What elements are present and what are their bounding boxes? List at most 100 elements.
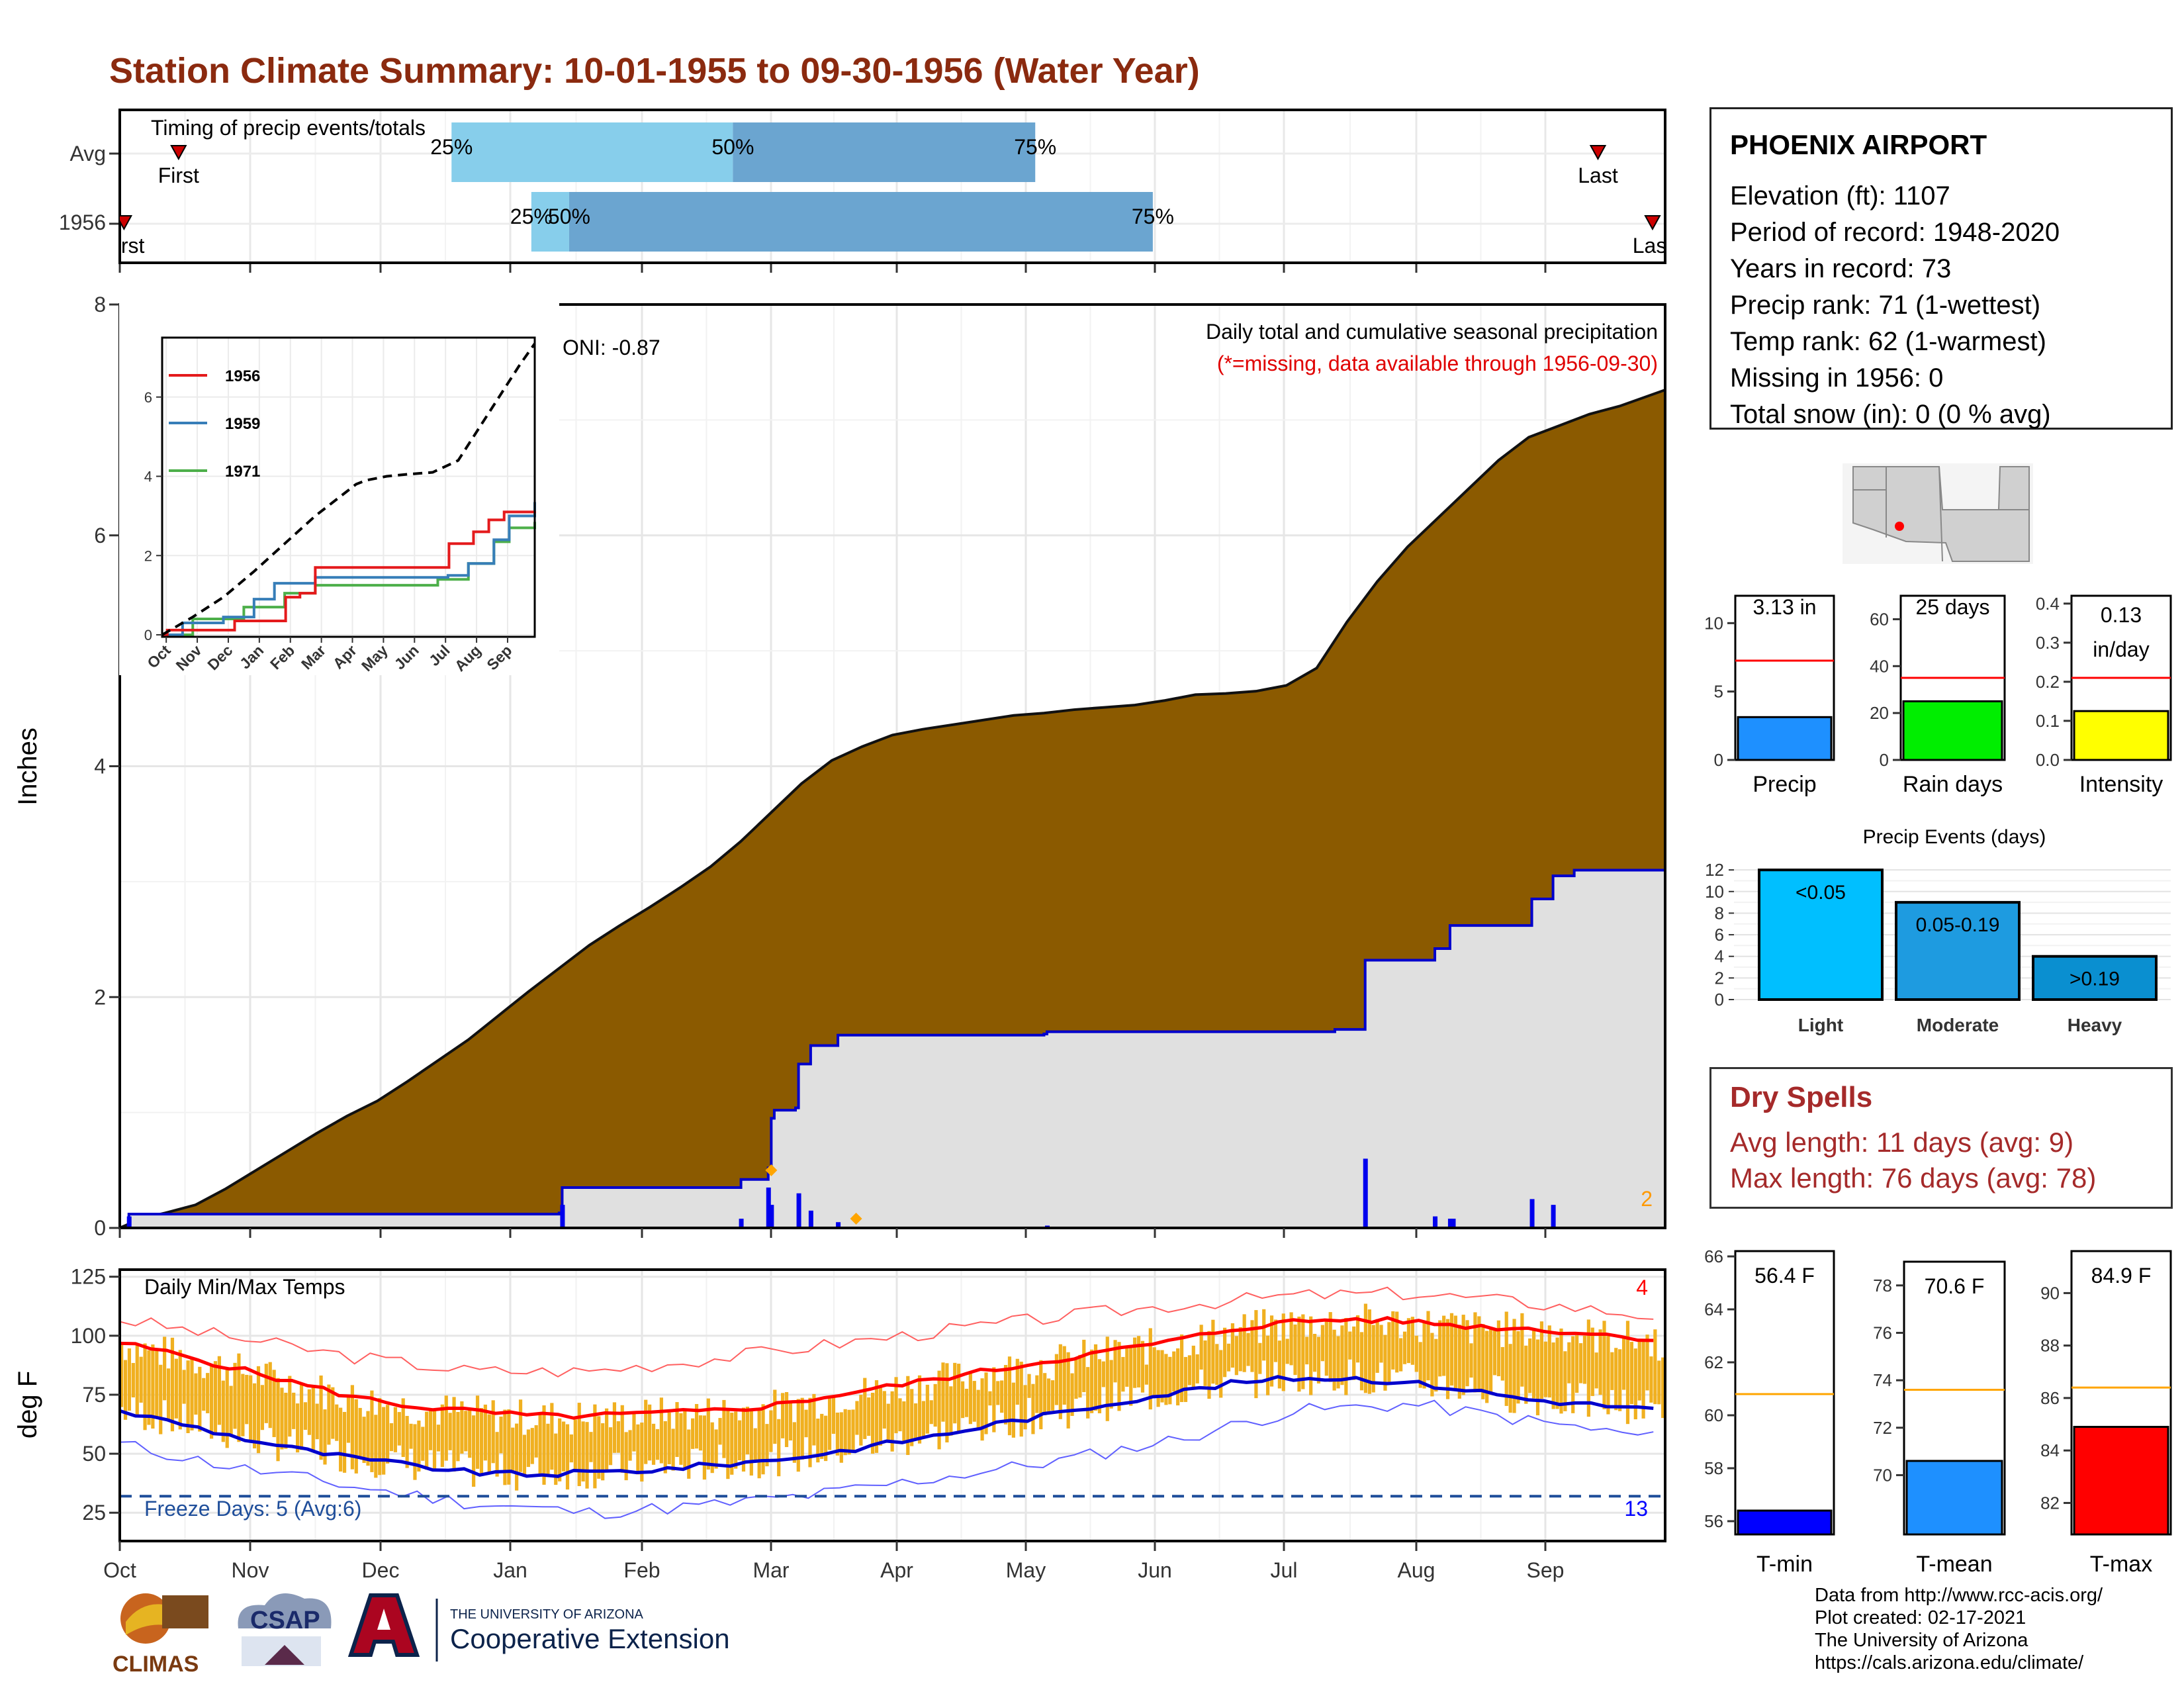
daily-temp-bar (1555, 1337, 1559, 1409)
daily-temp-bar (1516, 1331, 1520, 1404)
daily-temp-bar (1211, 1319, 1215, 1384)
daily-temp-bar (867, 1397, 871, 1436)
daily-temp-bar (675, 1402, 679, 1457)
ua-logo: THE UNIVERSITY OF ARIZONA Cooperative Ex… (347, 1593, 730, 1662)
daily-temp-bar (245, 1374, 249, 1425)
daily-temp-bar (925, 1384, 929, 1434)
last-event-marker (1589, 145, 1607, 161)
daily-temp-bar (683, 1409, 687, 1470)
station-temp-rank: Temp rank: 62 (1-warmest) (1730, 327, 2046, 356)
daily-temp-bar (1027, 1374, 1031, 1398)
daily-temp-bar (644, 1399, 648, 1464)
tmax-record-line (119, 1286, 1654, 1378)
daily-temp-bar (1269, 1315, 1274, 1387)
tmax-tick-label: 86 (2040, 1388, 2060, 1408)
events-tick-label: 2 (1715, 968, 1724, 988)
daily-temp-bar (863, 1378, 867, 1439)
daily-temp-bar (1383, 1335, 1387, 1391)
daily-temp-bar (730, 1413, 734, 1475)
daily-temp-bar (1586, 1319, 1590, 1417)
daily-temp-bar (1133, 1337, 1137, 1388)
daily-precip-bar (739, 1219, 744, 1228)
daily-temp-bar (249, 1375, 253, 1440)
daily-temp-bar (432, 1409, 437, 1470)
daily-temp-bar (800, 1397, 804, 1460)
inset-legend-label: 1956 (225, 367, 260, 385)
timing-panel: Timing of precip events/totals Avg 1956 … (59, 109, 1666, 273)
daily-temp-bar (331, 1387, 335, 1439)
intensity-tick-label: 0.4 (2036, 594, 2060, 614)
inset-legend-label: 1971 (225, 463, 260, 481)
daily-temp-bar (120, 1344, 124, 1407)
daily-temp-bar (378, 1398, 382, 1476)
daily-temp-bar (984, 1372, 988, 1434)
daily-temp-bar (507, 1409, 511, 1485)
tmean-tick-label: 78 (1873, 1276, 1892, 1295)
daily-temp-bar (1160, 1350, 1164, 1403)
temp-count-low: 13 (1624, 1497, 1648, 1521)
daily-temp-bar (464, 1411, 468, 1452)
daily-temp-bar (804, 1409, 808, 1438)
daily-temp-bar (350, 1385, 354, 1470)
daily-temp-bar (565, 1424, 570, 1490)
daily-temp-bar (139, 1356, 143, 1403)
daily-temp-bar (397, 1412, 401, 1446)
month-label: Feb (623, 1558, 660, 1582)
daily-temp-bar (593, 1404, 597, 1489)
svg-text:Cooperative Extension: Cooperative Extension (450, 1623, 730, 1654)
daily-temp-bar (1477, 1316, 1481, 1393)
daily-temp-bar (374, 1415, 378, 1478)
daily-temp-bar (996, 1381, 1000, 1405)
daily-temp-bar (745, 1407, 750, 1455)
daily-temp-bar (1156, 1350, 1160, 1407)
daily-temp-bar (292, 1392, 296, 1429)
credit-created: Plot created: 02-17-2021 (1815, 1607, 2026, 1628)
timing-pct-25: 25% (510, 205, 553, 228)
daily-temp-bar (1395, 1311, 1399, 1373)
events-bar-label: 0.05-0.19 (1916, 914, 2000, 936)
intensity-bar (2073, 710, 2169, 761)
daily-temp-bar (440, 1404, 444, 1468)
daily-temp-bar (937, 1370, 941, 1450)
daily-temp-bar (1109, 1360, 1113, 1409)
daily-temp-bar (202, 1378, 206, 1411)
raindays-tick-label: 40 (1870, 656, 1889, 676)
tmin-tick-label: 60 (1704, 1405, 1723, 1425)
daily-temp-bar (741, 1407, 746, 1472)
daily-temp-bar (1066, 1352, 1070, 1429)
daily-temp-bar (597, 1416, 601, 1479)
credit-url: https://cals.arizona.edu/climate/ (1815, 1652, 2084, 1673)
events-category-label: Heavy (2068, 1015, 2122, 1035)
temp-y-tick-label: 50 (82, 1442, 106, 1466)
month-label: Nov (232, 1558, 269, 1582)
daily-precip-bar (1447, 1219, 1453, 1228)
events-bar (1895, 901, 2021, 1001)
precip-bar (1737, 716, 1833, 761)
precip-tick-label: 10 (1704, 613, 1723, 633)
events-category-label: Light (1798, 1015, 1843, 1035)
daily-temp-bar (663, 1421, 667, 1474)
inset-legend-label: 1959 (225, 415, 260, 433)
daily-temp-bar (1598, 1329, 1602, 1395)
daily-temp-bar (628, 1430, 632, 1461)
daily-temp-bar (421, 1427, 425, 1461)
tmax-label: T-max (2090, 1552, 2152, 1577)
daily-temp-bar (1426, 1311, 1430, 1381)
daily-temp-bar (1457, 1325, 1461, 1399)
temp-y-tick-label: 75 (82, 1383, 106, 1407)
daily-temp-bar (225, 1370, 229, 1448)
daily-temp-bar (1363, 1303, 1368, 1393)
daily-temp-bar (1328, 1312, 1332, 1382)
daily-temp-bar (370, 1390, 374, 1472)
daily-temp-bar (417, 1421, 421, 1472)
events-tick-label: 0 (1715, 990, 1724, 1009)
precip-y-tick-label: 4 (94, 755, 106, 778)
daily-temp-bar (526, 1429, 530, 1468)
first-event-marker (120, 215, 133, 231)
month-label: Sep (1527, 1558, 1565, 1582)
daily-precip-bar (766, 1187, 771, 1228)
daily-temp-bar (988, 1391, 992, 1406)
daily-temp-bar (479, 1408, 484, 1476)
daily-temp-bar (268, 1362, 272, 1429)
precip-y-tick-label: 8 (94, 293, 106, 316)
